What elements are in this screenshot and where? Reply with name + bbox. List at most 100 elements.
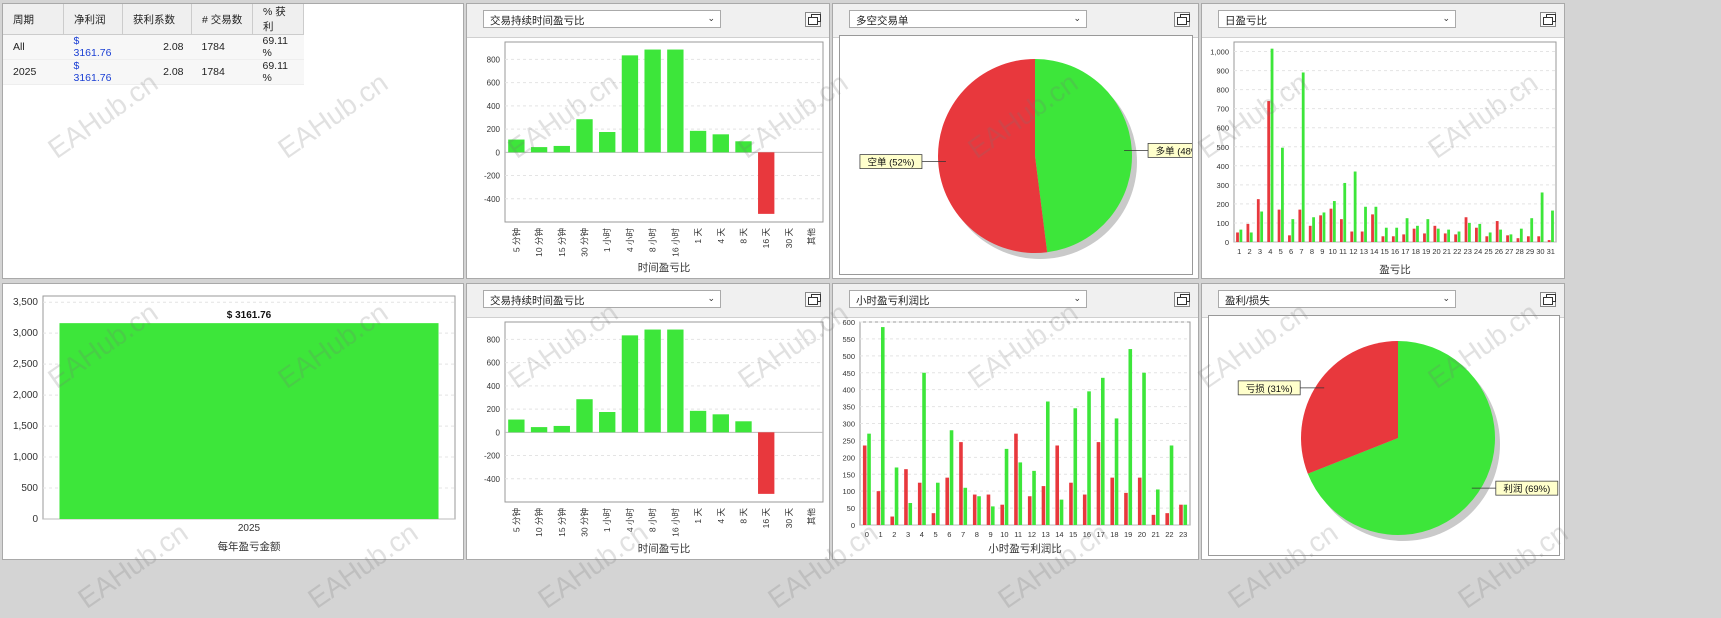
bar <box>1151 514 1156 525</box>
y-tick-label: 500 <box>842 352 855 361</box>
bar <box>986 494 991 525</box>
maximize-button[interactable] <box>1540 12 1556 27</box>
y-tick-label: 800 <box>487 55 501 64</box>
y-tick-label: 400 <box>1216 162 1229 171</box>
panel-toolbar: 日盈亏比 ⌄ <box>1202 4 1564 38</box>
x-tick-label: 26 <box>1495 247 1503 256</box>
bar <box>1291 219 1295 242</box>
dropdown-value: 多空交易单 <box>856 15 909 27</box>
bar <box>1298 209 1302 242</box>
chart-type-dropdown[interactable]: 交易持续时间盈亏比 ⌄ <box>483 10 721 28</box>
bar <box>931 513 936 525</box>
x-tick-label: 19 <box>1124 530 1132 539</box>
maximize-button[interactable] <box>805 12 821 27</box>
bar <box>1457 231 1461 242</box>
x-tick-label: 12 <box>1028 530 1036 539</box>
bar <box>599 412 616 433</box>
chart-type-dropdown[interactable]: 多空交易单 ⌄ <box>849 10 1087 28</box>
maximize-button[interactable] <box>805 292 821 307</box>
bar <box>1360 231 1364 242</box>
bar <box>867 433 871 525</box>
bar <box>1069 482 1073 525</box>
bar <box>1096 442 1101 525</box>
y-tick-label: 500 <box>1216 143 1229 152</box>
pie-frame: 利润 (69%) 亏损 (31%) <box>1208 315 1560 556</box>
x-tick-label: 10 分钟 <box>534 508 544 537</box>
bar <box>1256 199 1260 242</box>
x-tick-label: 其他 <box>807 508 817 526</box>
bar <box>1270 48 1274 242</box>
x-tick-label: 25 <box>1484 247 1492 256</box>
x-tick-label: 1 天 <box>693 228 703 244</box>
maximize-button[interactable] <box>1174 12 1190 27</box>
bar <box>644 49 661 153</box>
bar <box>1464 217 1468 242</box>
maximize-button[interactable] <box>1540 292 1556 307</box>
x-tick-label: 18 <box>1110 530 1118 539</box>
x-tick-label: 14 <box>1055 530 1063 539</box>
bar <box>1312 217 1315 242</box>
x-tick-label: 15 分钟 <box>557 508 567 537</box>
x-axis-label: 每年盈亏金额 <box>218 540 281 553</box>
x-tick-label: 5 <box>934 530 938 539</box>
maximize-button[interactable] <box>1174 292 1190 307</box>
col-net-profit[interactable]: 净利润 <box>63 4 123 35</box>
bar <box>621 55 639 153</box>
bar <box>1308 225 1312 242</box>
x-tick-label: 0 <box>865 530 869 539</box>
x-tick-label: 10 <box>1000 530 1008 539</box>
longshort-panel: 多空交易单 ⌄ 多单 (48%) 空单 (52%) <box>832 3 1199 279</box>
chevron-down-icon: ⌄ <box>1442 293 1450 303</box>
bar <box>689 410 707 433</box>
y-tick-label: 100 <box>842 487 855 496</box>
y-tick-label: 400 <box>487 102 501 111</box>
bar <box>1526 236 1530 242</box>
bar <box>1155 489 1160 525</box>
stats-table: 周期 净利润 获利系数 # 交易数 % 获利 All $ 3161.76 2.0… <box>3 4 304 85</box>
x-tick-label: 16 天 <box>761 508 771 529</box>
bar <box>1423 233 1426 242</box>
y-tick-label: 300 <box>1216 181 1229 190</box>
y-tick-label: 0 <box>1225 238 1229 247</box>
chart-type-dropdown[interactable]: 日盈亏比 ⌄ <box>1218 10 1456 28</box>
chart-type-dropdown[interactable]: 交易持续时间盈亏比 ⌄ <box>483 290 721 308</box>
bar <box>599 132 616 153</box>
col-trades[interactable]: # 交易数 <box>191 4 253 35</box>
bar <box>644 329 661 433</box>
bar <box>1332 201 1336 242</box>
x-tick-label: 29 <box>1526 247 1534 256</box>
cell-win-rate: 69.11 % <box>252 34 304 60</box>
x-tick-label: 16 天 <box>761 228 771 249</box>
x-tick-label: 15 <box>1069 530 1077 539</box>
x-tick-label: 1 小时 <box>602 508 612 533</box>
bar <box>1499 229 1502 242</box>
chevron-down-icon: ⌄ <box>1073 293 1081 303</box>
x-tick-label: 7 <box>1299 247 1303 256</box>
bar <box>1124 492 1128 525</box>
x-tick-label: 6 <box>947 530 951 539</box>
bar <box>1059 499 1064 525</box>
chart-type-dropdown[interactable]: 盈利/损失 ⌄ <box>1218 290 1456 308</box>
y-tick-label: 600 <box>487 79 501 88</box>
col-win-rate[interactable]: % 获利 <box>252 4 304 35</box>
y-tick-label: 500 <box>21 483 38 494</box>
y-tick-label: 250 <box>842 436 855 445</box>
cell-trades: 1784 <box>191 34 253 60</box>
bar <box>1114 418 1119 525</box>
x-tick-label: 5 分钟 <box>511 508 521 532</box>
bar <box>1433 225 1437 242</box>
table-row[interactable]: 2025 $ 3161.76 2.08 1784 69.11 % <box>3 59 304 85</box>
x-tick-label: 20 <box>1138 530 1146 539</box>
bar <box>1485 236 1489 242</box>
chart-type-dropdown[interactable]: 小时盈亏利润比 ⌄ <box>849 290 1087 308</box>
x-tick-label: 30 天 <box>784 228 794 249</box>
col-profit-factor[interactable]: 获利系数 <box>122 4 192 35</box>
x-tick-label: 12 <box>1349 247 1357 256</box>
data-label: $ 3161.76 <box>227 310 272 321</box>
panel-toolbar: 交易持续时间盈亏比 ⌄ <box>467 284 829 318</box>
bar <box>1137 477 1142 525</box>
table-row[interactable]: All $ 3161.76 2.08 1784 69.11 % <box>3 34 304 60</box>
col-period[interactable]: 周期 <box>3 4 64 35</box>
pie-slice <box>938 59 1048 253</box>
